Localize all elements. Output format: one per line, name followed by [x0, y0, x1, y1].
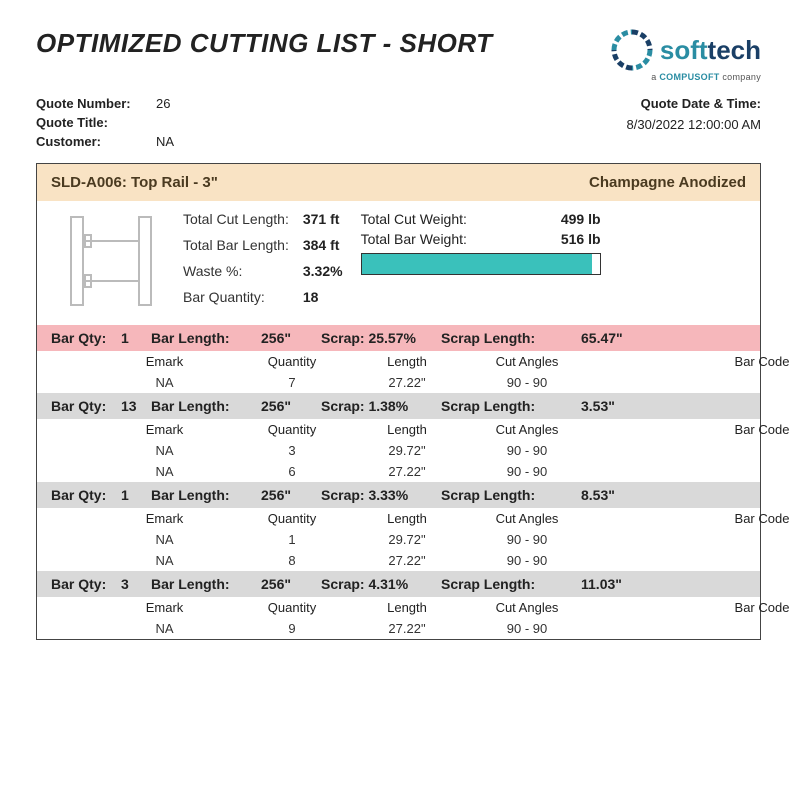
- profile-icon: [51, 211, 171, 311]
- cut-column-headers: EmarkQuantityLengthCut AnglesBar Code: [37, 351, 760, 372]
- cut-row: NA827.22"90 - 90: [37, 550, 760, 571]
- cut-row: NA129.72"90 - 90: [37, 529, 760, 550]
- finish: Champagne Anodized: [589, 174, 746, 191]
- bar-header: Bar Qty:3Bar Length:256"Scrap: 4.31%Scra…: [37, 571, 760, 597]
- total-cut-weight-label: Total Cut Weight:: [361, 211, 467, 227]
- cut-column-headers: EmarkQuantityLengthCut AnglesBar Code: [37, 597, 760, 618]
- logo-subtitle: a COMPUSOFT company: [610, 72, 761, 82]
- quote-number-label: Quote Number:: [36, 96, 156, 111]
- customer-label: Customer:: [36, 134, 156, 149]
- cut-row: NA727.22"90 - 90: [37, 372, 760, 393]
- cut-row: NA627.22"90 - 90: [37, 461, 760, 482]
- cutting-panel: SLD-A006: Top Rail - 3" Champagne Anodiz…: [36, 163, 761, 640]
- waste: 3.32%: [303, 263, 343, 285]
- total-bar-weight-label: Total Bar Weight:: [361, 231, 467, 247]
- quote-date-label: Quote Date & Time:: [627, 96, 761, 111]
- logo-tech: tech: [708, 35, 761, 65]
- quote-number: 26: [156, 96, 170, 111]
- bar-qty-label: Bar Quantity:: [183, 289, 289, 311]
- total-bar-length: 384 ft: [303, 237, 343, 259]
- total-cut-length: 371 ft: [303, 211, 343, 233]
- swirl-icon: [610, 28, 654, 72]
- quote-date: 8/30/2022 12:00:00 AM: [627, 117, 761, 132]
- total-bar-weight: 516 lb: [561, 231, 601, 247]
- logo: softtech a COMPUSOFT company: [610, 28, 761, 82]
- cut-row: NA329.72"90 - 90: [37, 440, 760, 461]
- total-cut-weight: 499 lb: [561, 211, 601, 227]
- progress-bar: [361, 253, 601, 275]
- waste-label: Waste %:: [183, 263, 289, 285]
- quote-title-label: Quote Title:: [36, 115, 156, 130]
- bar-header: Bar Qty:13Bar Length:256"Scrap: 1.38%Scr…: [37, 393, 760, 419]
- total-bar-length-label: Total Bar Length:: [183, 237, 289, 259]
- bar-qty: 18: [303, 289, 343, 311]
- cut-column-headers: EmarkQuantityLengthCut AnglesBar Code: [37, 419, 760, 440]
- logo-soft: soft: [660, 35, 708, 65]
- bar-header: Bar Qty:1Bar Length:256"Scrap: 25.57%Scr…: [37, 325, 760, 351]
- total-cut-length-label: Total Cut Length:: [183, 211, 289, 233]
- progress-fill: [362, 254, 592, 274]
- part-code: SLD-A006: Top Rail - 3": [51, 174, 218, 191]
- page-title: OPTIMIZED CUTTING LIST - SHORT: [36, 28, 493, 59]
- cut-column-headers: EmarkQuantityLengthCut AnglesBar Code: [37, 508, 760, 529]
- customer: NA: [156, 134, 174, 149]
- bar-header: Bar Qty:1Bar Length:256"Scrap: 3.33%Scra…: [37, 482, 760, 508]
- cut-row: NA927.22"90 - 90: [37, 618, 760, 639]
